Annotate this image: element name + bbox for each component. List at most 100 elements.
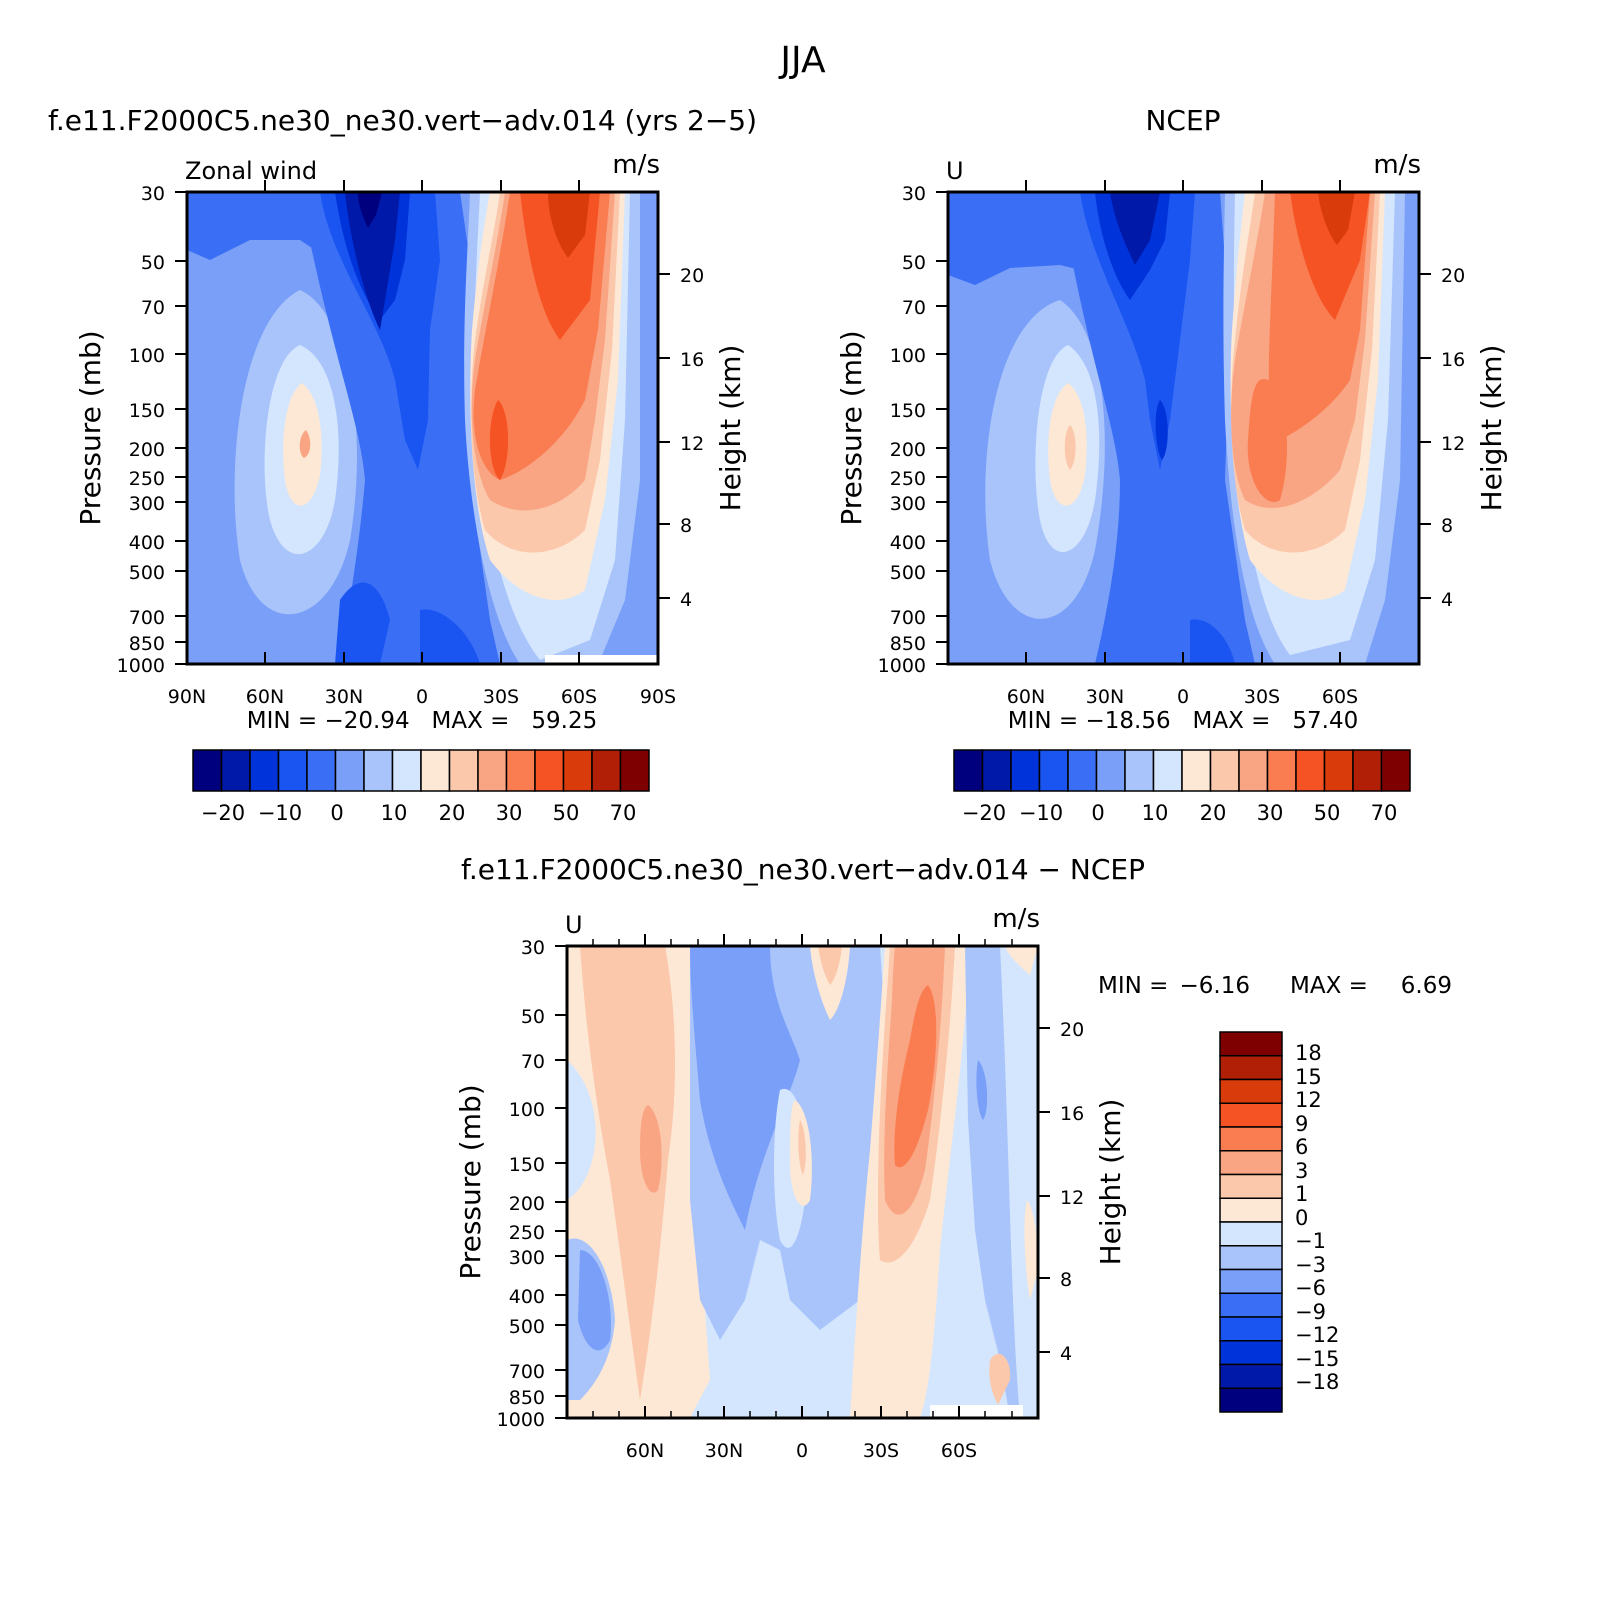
colorbar-swatch	[1038, 749, 1069, 792]
colorbar-label: 70	[1371, 801, 1398, 825]
max-label: MAX =	[1290, 973, 1368, 999]
colorbar-swatch	[1219, 1245, 1283, 1271]
panel-ncep-y2-ticks: 20 16 12 8 4	[1419, 265, 1465, 611]
colorbar-swatch	[1266, 749, 1297, 792]
x-tick-label: 30S	[483, 686, 519, 708]
y2-tick-label: 8	[680, 515, 692, 537]
x-tick-label: 0	[416, 686, 428, 708]
panel-diff-contours	[567, 946, 1038, 1418]
y2-tick-label: 4	[1060, 1343, 1072, 1365]
colorbar-swatch	[1219, 1126, 1283, 1152]
colorbar-label: 50	[1314, 801, 1341, 825]
panel-model-y-ticks: 30 50 70 100 150 200 250 300 400 500 700…	[117, 183, 187, 677]
colorbar-swatch	[1219, 1078, 1283, 1104]
y-tick-label: 200	[509, 1193, 545, 1215]
colorbar-swatch	[306, 749, 337, 792]
colorbar-label: −9	[1295, 1300, 1326, 1324]
colorbar-swatch	[1323, 749, 1354, 792]
colorbar-swatch	[363, 749, 394, 792]
y-tick-label: 700	[890, 607, 926, 629]
contour-fill	[358, 192, 382, 228]
min-value: −6.16	[1180, 973, 1250, 999]
colorbar-boxes	[953, 749, 1411, 792]
colorbar-swatch	[619, 749, 650, 792]
colorbar-swatch	[334, 749, 365, 792]
y-tick-label: 30	[141, 183, 165, 205]
panel-model-x-ticks: 90N 60N 30N 0 30S 60S 90S	[168, 180, 676, 708]
colorbar-diff: 18 15 12 9 6 3 1 0 −1 −3 −6 −9 −12 −15 −…	[1219, 1031, 1339, 1413]
y2-tick-label: 12	[1441, 433, 1465, 455]
y-tick-label: 150	[129, 400, 165, 422]
colorbar-label: 10	[381, 801, 408, 825]
panel-ncep-contours	[948, 192, 1419, 664]
colorbar-swatch	[1219, 1173, 1283, 1199]
colorbar-label: −1	[1295, 1229, 1326, 1253]
colorbar-swatch	[1010, 749, 1041, 792]
y2-tick-label: 8	[1441, 515, 1453, 537]
contour-fill	[1080, 192, 1195, 470]
colorbar-ncep: −20 −10 0 10 20 30 50 70	[953, 749, 1411, 825]
panel-ncep-y-ticks: 30 50 70 100 150 200 250 300 400 500 700…	[878, 183, 948, 677]
colorbar-swatch	[1219, 1292, 1283, 1318]
colorbar-label: 20	[439, 801, 466, 825]
panel-diff-units: m/s	[992, 904, 1040, 934]
x-tick-label: 60N	[1007, 686, 1045, 708]
contour-fill	[798, 1120, 806, 1175]
colorbar-swatch	[277, 749, 308, 792]
panel-diff-title: f.e11.F2000C5.ne30_ne30.vert−adv.014 − N…	[461, 853, 1145, 886]
y-tick-label: 300	[129, 493, 165, 515]
colorbar-label: 12	[1295, 1088, 1322, 1112]
panel-diff-left-label: U	[565, 911, 583, 939]
x-tick-label: 30N	[705, 1440, 743, 1462]
colorbar-swatch	[192, 749, 223, 792]
panel-ncep-left-label: U	[946, 157, 964, 185]
contour-fill	[489, 400, 509, 480]
y-tick-label: 500	[129, 562, 165, 584]
y-tick-label: 100	[890, 345, 926, 367]
colorbar-swatch	[420, 749, 451, 792]
contour-fill	[578, 1250, 611, 1351]
contour-fill	[1155, 400, 1168, 460]
colorbar-label: 0	[330, 801, 343, 825]
y-tick-label: 50	[902, 252, 926, 274]
colorbar-swatch	[448, 749, 479, 792]
contour-fill	[1318, 192, 1355, 245]
panel-diff-x-ticks: 60N 30N 0 30S 60S	[592, 934, 1013, 1462]
panel-model-y2-ticks: 20 16 12 8 4	[658, 265, 704, 611]
colorbar-label: 3	[1295, 1159, 1308, 1183]
colorbar-boxes	[192, 749, 650, 792]
x-tick-label: 90N	[168, 686, 206, 708]
min-max-label: MIN = −18.56 MAX = 57.40	[1008, 708, 1358, 734]
y-tick-label: 850	[890, 633, 926, 655]
colorbar-swatch	[534, 749, 565, 792]
colorbar-label: −3	[1295, 1253, 1326, 1277]
y-tick-label: 500	[509, 1316, 545, 1338]
x-tick-label: 60N	[246, 686, 284, 708]
y2-axis-label: Height (km)	[1094, 1099, 1127, 1266]
colorbar-swatch	[953, 749, 984, 792]
colorbar-swatch	[249, 749, 280, 792]
colorbar-label: 15	[1295, 1065, 1322, 1089]
panel-model-title: f.e11.F2000C5.ne30_ne30.vert−adv.014 (yr…	[48, 104, 757, 137]
x-tick-label: 90S	[640, 686, 676, 708]
x-tick-label: 0	[1177, 686, 1189, 708]
y2-tick-label: 16	[1441, 349, 1465, 371]
contour-fill	[1024, 1200, 1038, 1300]
y-tick-label: 200	[890, 439, 926, 461]
min-label: MIN =	[1098, 973, 1168, 999]
y2-axis-label: Height (km)	[714, 345, 747, 512]
contour-fill	[335, 582, 390, 664]
colorbar-swatch	[1219, 1150, 1283, 1176]
panel-ncep: NCEP U m/s	[835, 104, 1508, 825]
colorbar-label: −12	[1295, 1323, 1339, 1347]
colorbar-label: 30	[496, 801, 523, 825]
panel-ncep-title: NCEP	[1145, 104, 1220, 137]
contour-fill	[548, 192, 590, 258]
colorbar-label: 10	[1142, 801, 1169, 825]
colorbar-label: −15	[1295, 1347, 1339, 1371]
figure-title: JJA	[778, 40, 826, 81]
colorbar-label: 0	[1295, 1206, 1308, 1230]
y-tick-label: 50	[141, 252, 165, 274]
y2-tick-label: 20	[680, 265, 704, 287]
colorbar-swatch	[591, 749, 622, 792]
